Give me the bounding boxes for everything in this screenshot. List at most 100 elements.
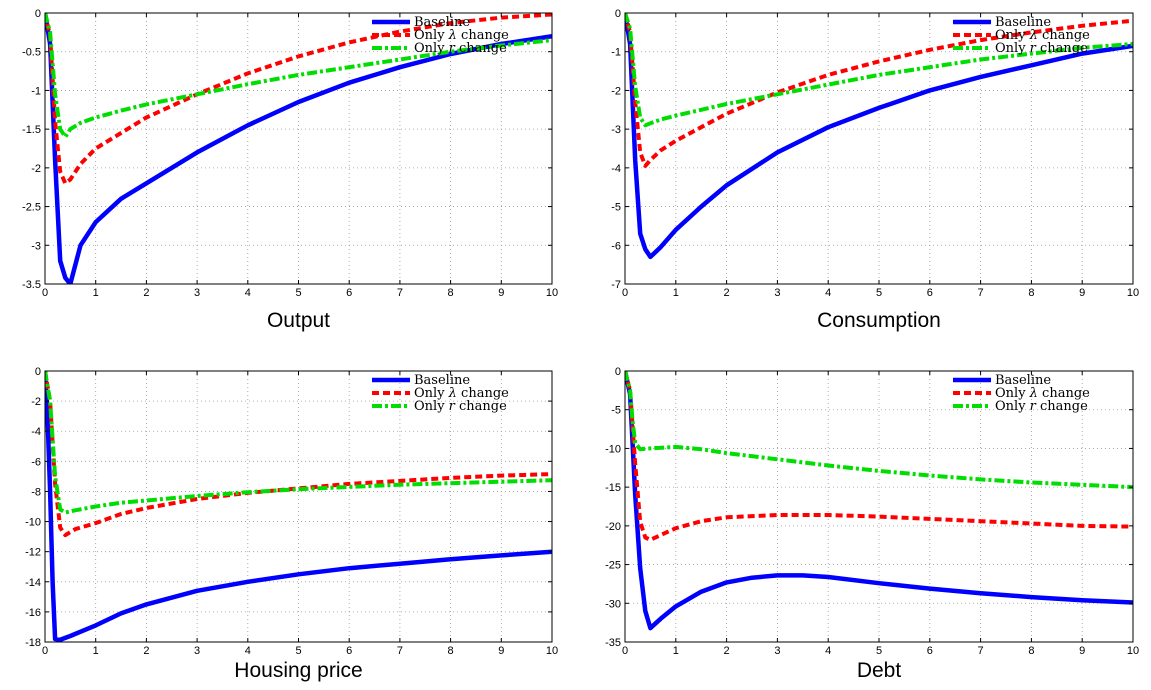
x-tick-label: 2 bbox=[724, 645, 730, 657]
x-tick-label: 8 bbox=[1028, 287, 1034, 299]
y-tick-label: -0.5 bbox=[22, 47, 41, 59]
panel-title: Output bbox=[267, 309, 330, 332]
legend-label-lambda: Only λ change bbox=[414, 386, 509, 401]
series-line-lambda bbox=[625, 13, 1133, 168]
series-line-r bbox=[625, 13, 1133, 128]
legend-label-baseline: Baseline bbox=[414, 15, 470, 30]
x-tick-label: 6 bbox=[346, 287, 352, 299]
x-tick-label: 9 bbox=[498, 287, 504, 299]
y-tick-label: -3 bbox=[31, 240, 41, 252]
x-tick-label: 10 bbox=[546, 287, 558, 299]
series-line-lambda bbox=[45, 13, 552, 186]
y-tick-label: 0 bbox=[615, 366, 621, 378]
x-tick-label: 9 bbox=[1079, 287, 1085, 299]
x-tick-label: 8 bbox=[448, 287, 454, 299]
legend-label-r: Only r change bbox=[414, 41, 507, 56]
series-line-r bbox=[625, 371, 1133, 490]
x-tick-label: 7 bbox=[978, 645, 984, 657]
y-tick-label: -2 bbox=[31, 163, 41, 175]
x-tick-label: 2 bbox=[143, 645, 149, 657]
legend-label-lambda: Only λ change bbox=[995, 28, 1090, 43]
legend-label-r: Only r change bbox=[414, 399, 507, 414]
legend-label-lambda: Only λ change bbox=[414, 28, 509, 43]
series-line-baseline bbox=[45, 371, 552, 642]
y-tick-label: -6 bbox=[611, 240, 621, 252]
y-tick-label: -16 bbox=[25, 607, 41, 619]
x-tick-label: 3 bbox=[194, 645, 200, 657]
x-tick-label: 5 bbox=[876, 287, 882, 299]
x-tick-label: 1 bbox=[93, 645, 99, 657]
x-tick-label: 5 bbox=[295, 287, 301, 299]
panel-title: Consumption bbox=[817, 309, 941, 332]
y-tick-label: -5 bbox=[611, 405, 621, 417]
x-tick-label: 4 bbox=[825, 287, 831, 299]
x-tick-label: 9 bbox=[498, 645, 504, 657]
x-tick-label: 9 bbox=[1079, 645, 1085, 657]
x-tick-label: 10 bbox=[1127, 645, 1139, 657]
y-tick-label: -2.5 bbox=[22, 202, 41, 214]
x-tick-label: 6 bbox=[346, 645, 352, 657]
x-tick-label: 6 bbox=[927, 287, 933, 299]
y-tick-label: -7 bbox=[611, 279, 621, 291]
panel-title: Debt bbox=[857, 659, 902, 682]
y-tick-label: -8 bbox=[31, 486, 41, 498]
y-tick-label: -2 bbox=[31, 396, 41, 408]
series-line-baseline bbox=[45, 13, 552, 284]
plot-area bbox=[45, 371, 552, 642]
x-tick-label: 1 bbox=[673, 645, 679, 657]
y-tick-label: -4 bbox=[31, 426, 41, 438]
x-tick-label: 4 bbox=[825, 645, 831, 657]
y-tick-label: -6 bbox=[31, 456, 41, 468]
x-tick-label: 6 bbox=[927, 645, 933, 657]
series-line-r bbox=[45, 371, 552, 515]
x-tick-label: 1 bbox=[93, 287, 99, 299]
y-tick-label: -35 bbox=[605, 637, 621, 649]
x-tick-label: 3 bbox=[774, 645, 780, 657]
x-tick-label: 0 bbox=[42, 287, 48, 299]
series-line-baseline bbox=[625, 13, 1133, 260]
x-tick-label: 2 bbox=[724, 287, 730, 299]
x-tick-label: 7 bbox=[978, 287, 984, 299]
y-tick-label: -4 bbox=[611, 163, 621, 175]
plot-area bbox=[625, 13, 1133, 284]
y-tick-label: -15 bbox=[605, 482, 621, 494]
y-tick-label: -3.5 bbox=[22, 279, 41, 291]
x-tick-label: 7 bbox=[397, 287, 403, 299]
y-tick-label: -1 bbox=[31, 85, 41, 97]
y-tick-label: -18 bbox=[25, 637, 41, 649]
y-tick-label: -10 bbox=[25, 517, 41, 529]
y-tick-label: -12 bbox=[25, 547, 41, 559]
x-tick-label: 4 bbox=[245, 287, 251, 299]
x-tick-label: 0 bbox=[42, 645, 48, 657]
y-tick-label: -20 bbox=[605, 521, 621, 533]
x-tick-label: 7 bbox=[397, 645, 403, 657]
x-tick-label: 5 bbox=[876, 645, 882, 657]
x-tick-label: 10 bbox=[546, 645, 558, 657]
legend-label-baseline: Baseline bbox=[414, 373, 470, 388]
x-tick-label: 1 bbox=[673, 287, 679, 299]
legend-label-r: Only r change bbox=[995, 41, 1088, 56]
x-tick-label: 0 bbox=[622, 287, 628, 299]
y-tick-label: 0 bbox=[35, 8, 41, 20]
legend-label-r: Only r change bbox=[995, 399, 1088, 414]
y-tick-label: -25 bbox=[605, 560, 621, 572]
x-tick-label: 3 bbox=[774, 287, 780, 299]
y-tick-label: -1 bbox=[611, 47, 621, 59]
y-tick-label: -2 bbox=[611, 85, 621, 97]
panel-4: 0 1 2 3 4 5 6 7 8 9 10 0 -5 -10 -15 -20 -25 -30 -35 Baselin… bbox=[605, 366, 1139, 682]
legend-label-baseline: Baseline bbox=[995, 15, 1051, 30]
series-line-r bbox=[45, 13, 552, 139]
series-line-baseline bbox=[625, 371, 1133, 631]
x-tick-label: 4 bbox=[245, 645, 251, 657]
y-tick-label: -10 bbox=[605, 443, 621, 455]
panel-2: 0 1 2 3 4 5 6 7 8 9 100-1-2-3-4-5-6-7BaselineOnly … bbox=[611, 8, 1139, 332]
legend-label-lambda: Only λ change bbox=[995, 386, 1090, 401]
y-tick-label: -30 bbox=[605, 598, 621, 610]
y-tick-label: -3 bbox=[611, 124, 621, 136]
panel-title: Housing price bbox=[234, 659, 362, 682]
x-tick-label: 0 bbox=[622, 645, 628, 657]
panel-3: 0 1 2 3 4 5 6 7 8 9 10 0 -2 -4 -6 -8 -10 -12 -14 -16 -18 Base… bbox=[25, 366, 558, 682]
